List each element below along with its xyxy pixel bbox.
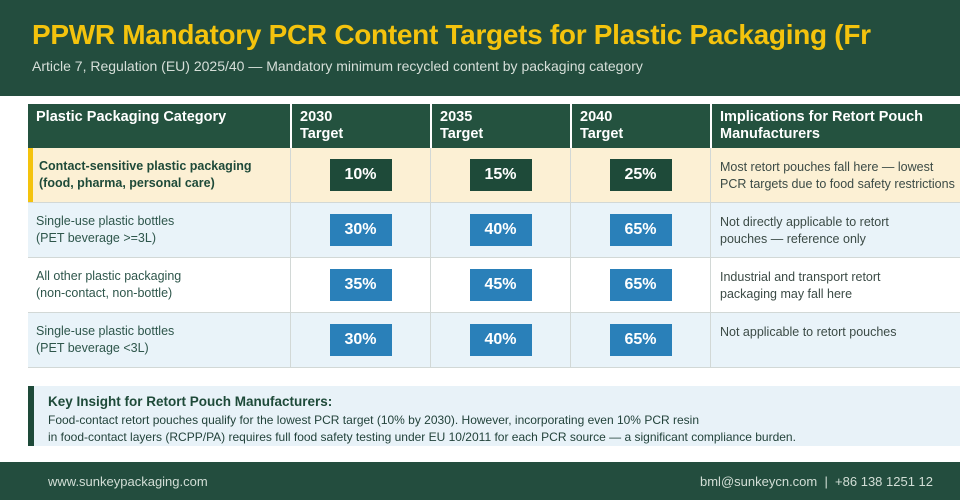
target-badge-2035: 40% <box>469 324 532 356</box>
implication-cell: Not directly applicable to retort pouche… <box>710 203 960 257</box>
table-row-bottles-ge3l: Single-use plastic bottles (PET beverage… <box>28 203 960 258</box>
target-badge-2040: 25% <box>609 159 672 191</box>
page-header: PPWR Mandatory PCR Content Targets for P… <box>0 0 960 96</box>
table-row-contact-sensitive: Contact-sensitive plastic packaging (foo… <box>28 148 960 203</box>
col-header-implications: Implications for Retort Pouch Manufactur… <box>710 104 960 148</box>
table-row-all-other: All other plastic packaging (non-contact… <box>28 258 960 313</box>
col-header-2040-target: 2040 Target <box>570 104 710 148</box>
pcr-targets-table: Plastic Packaging Category 2030 Target 2… <box>28 104 960 368</box>
key-insight-title: Key Insight for Retort Pouch Manufacture… <box>48 394 333 409</box>
table-row-bottles-lt3l: Single-use plastic bottles (PET beverage… <box>28 313 960 368</box>
footer-website: www.sunkeypackaging.com <box>48 474 208 489</box>
category-cell: All other plastic packaging (non-contact… <box>36 269 182 300</box>
target-badge-2030: 30% <box>329 214 392 246</box>
key-insight-box: Key Insight for Retort Pouch Manufacture… <box>28 386 960 446</box>
col-header-2035-target: 2035 Target <box>430 104 570 148</box>
target-badge-2035: 15% <box>469 159 532 191</box>
table-header-row: Plastic Packaging Category 2030 Target 2… <box>28 104 960 148</box>
implication-cell: Most retort pouches fall here — lowest P… <box>710 148 960 202</box>
key-insight-body: Food-contact retort pouches qualify for … <box>48 413 796 444</box>
category-cell: Contact-sensitive plastic packaging (foo… <box>28 148 290 202</box>
implication-cell: Not applicable to retort pouches <box>710 313 960 367</box>
page-footer: www.sunkeypackaging.com bml@sunkeycn.com… <box>0 462 960 500</box>
col-header-category: Plastic Packaging Category <box>36 109 227 125</box>
target-badge-2030: 35% <box>329 269 392 301</box>
target-badge-2040: 65% <box>609 214 672 246</box>
category-cell: Single-use plastic bottles (PET beverage… <box>36 324 175 355</box>
footer-contact: bml@sunkeycn.com | +86 138 1251 12 <box>700 474 934 489</box>
page-title: PPWR Mandatory PCR Content Targets for P… <box>32 19 871 50</box>
target-badge-2035: 40% <box>469 214 532 246</box>
target-badge-2030: 30% <box>329 324 392 356</box>
target-badge-2040: 65% <box>609 324 672 356</box>
col-header-2030-target: 2030 Target <box>290 104 430 148</box>
category-cell: Single-use plastic bottles (PET beverage… <box>36 214 175 245</box>
target-badge-2030: 10% <box>329 159 392 191</box>
target-badge-2040: 65% <box>609 269 672 301</box>
target-badge-2035: 45% <box>469 269 532 301</box>
page-subtitle: Article 7, Regulation (EU) 2025/40 — Man… <box>32 58 643 74</box>
implication-cell: Industrial and transport retort packagin… <box>710 258 960 312</box>
